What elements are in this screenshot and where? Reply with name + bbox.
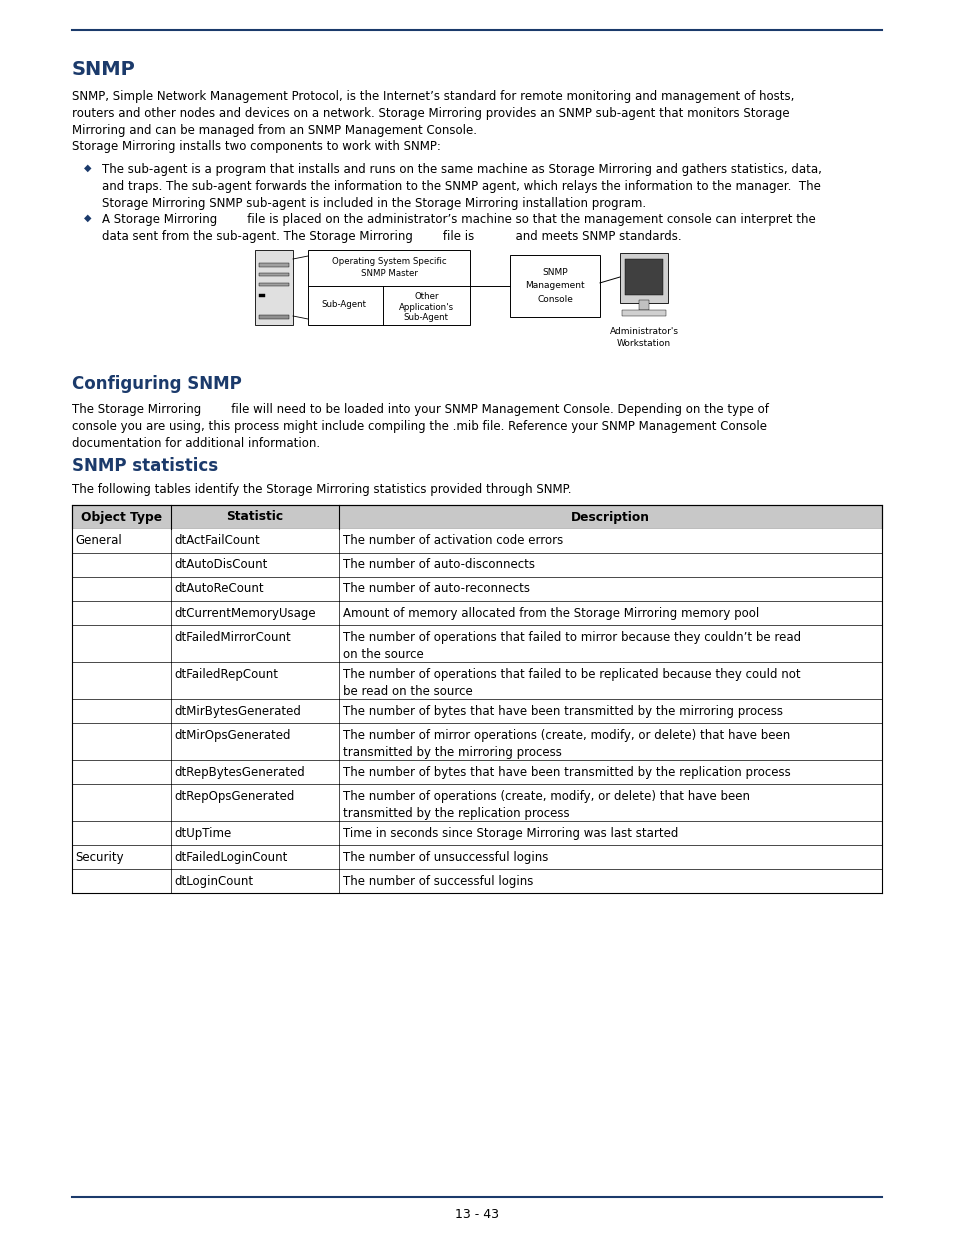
- Text: 13 - 43: 13 - 43: [455, 1209, 498, 1221]
- Bar: [71, 577, 882, 601]
- Text: Object Type: Object Type: [81, 510, 162, 524]
- Text: Configuring SNMP: Configuring SNMP: [71, 375, 241, 393]
- Text: The number of auto-disconnects: The number of auto-disconnects: [342, 558, 535, 572]
- Text: The number of mirror operations (create, modify, or delete) that have been
trans: The number of mirror operations (create,…: [342, 729, 789, 758]
- Text: The number of successful logins: The number of successful logins: [342, 874, 533, 888]
- Bar: [71, 784, 882, 821]
- Bar: [71, 869, 882, 893]
- Bar: [258, 294, 265, 296]
- Text: Storage Mirroring installs two components to work with SNMP:: Storage Mirroring installs two component…: [71, 140, 440, 153]
- Text: dtMirOpsGenerated: dtMirOpsGenerated: [174, 729, 291, 741]
- Bar: [71, 553, 882, 577]
- Text: dtRepBytesGenerated: dtRepBytesGenerated: [174, 766, 305, 778]
- Text: dtAutoReCount: dtAutoReCount: [174, 583, 264, 595]
- Text: SNMP: SNMP: [541, 268, 567, 277]
- Text: The number of bytes that have been transmitted by the replication process: The number of bytes that have been trans…: [342, 766, 790, 778]
- Bar: [254, 249, 293, 325]
- Text: Description: Description: [571, 510, 649, 524]
- Text: Application's: Application's: [398, 303, 454, 311]
- Bar: [510, 254, 599, 317]
- Text: The number of operations that failed to mirror because they couldn’t be read
on : The number of operations that failed to …: [342, 631, 801, 661]
- Bar: [71, 601, 882, 625]
- Text: A Storage Mirroring        file is placed on the administrator’s machine so that: A Storage Mirroring file is placed on th…: [102, 212, 815, 243]
- Text: Administrator's: Administrator's: [609, 327, 678, 336]
- Text: dtLoginCount: dtLoginCount: [174, 874, 253, 888]
- Text: Security: Security: [75, 851, 124, 863]
- Text: The number of bytes that have been transmitted by the mirroring process: The number of bytes that have been trans…: [342, 704, 782, 718]
- Text: SNMP statistics: SNMP statistics: [71, 457, 218, 475]
- Bar: [258, 263, 289, 267]
- Bar: [71, 699, 882, 722]
- Bar: [258, 315, 289, 319]
- Text: The following tables identify the Storage Mirroring statistics provided through : The following tables identify the Storag…: [71, 483, 571, 496]
- Bar: [71, 529, 882, 553]
- Bar: [258, 273, 289, 277]
- Text: Sub-Agent: Sub-Agent: [403, 312, 448, 322]
- Text: dtCurrentMemoryUsage: dtCurrentMemoryUsage: [174, 606, 315, 620]
- Bar: [71, 662, 882, 699]
- Text: dtFailedLoginCount: dtFailedLoginCount: [174, 851, 288, 863]
- Text: dtRepOpsGenerated: dtRepOpsGenerated: [174, 789, 294, 803]
- Text: Amount of memory allocated from the Storage Mirroring memory pool: Amount of memory allocated from the Stor…: [342, 606, 759, 620]
- Text: The number of unsuccessful logins: The number of unsuccessful logins: [342, 851, 548, 863]
- Bar: [619, 253, 667, 303]
- Text: Other: Other: [414, 291, 438, 301]
- Text: Sub-Agent: Sub-Agent: [321, 300, 366, 309]
- Text: Workstation: Workstation: [617, 338, 670, 348]
- Text: Time in seconds since Storage Mirroring was last started: Time in seconds since Storage Mirroring …: [342, 826, 678, 840]
- Text: The Storage Mirroring        file will need to be loaded into your SNMP Manageme: The Storage Mirroring file will need to …: [71, 403, 768, 450]
- Text: Statistic: Statistic: [226, 510, 283, 524]
- Bar: [71, 760, 882, 784]
- Text: Console: Console: [537, 295, 573, 304]
- Bar: [639, 300, 648, 310]
- Bar: [308, 249, 470, 325]
- Text: The number of auto-reconnects: The number of auto-reconnects: [342, 583, 529, 595]
- Text: The number of activation code errors: The number of activation code errors: [342, 535, 562, 547]
- Text: SNMP Master: SNMP Master: [360, 269, 417, 279]
- Text: ◆: ◆: [84, 163, 91, 173]
- Text: SNMP, Simple Network Management Protocol, is the Internet’s standard for remote : SNMP, Simple Network Management Protocol…: [71, 90, 794, 137]
- Text: Management: Management: [525, 282, 584, 290]
- Text: The sub-agent is a program that installs and runs on the same machine as Storage: The sub-agent is a program that installs…: [102, 163, 821, 210]
- Text: dtActFailCount: dtActFailCount: [174, 535, 260, 547]
- Text: dtFailedRepCount: dtFailedRepCount: [174, 667, 278, 680]
- Bar: [621, 310, 665, 316]
- Text: The number of operations that failed to be replicated because they could not
be : The number of operations that failed to …: [342, 667, 800, 698]
- Bar: [71, 845, 882, 869]
- Text: ◆: ◆: [84, 212, 91, 224]
- Bar: [71, 505, 882, 529]
- Bar: [258, 283, 289, 287]
- Bar: [71, 722, 882, 760]
- Text: Operating System Specific: Operating System Specific: [332, 258, 446, 267]
- Text: The number of operations (create, modify, or delete) that have been
transmitted : The number of operations (create, modify…: [342, 789, 749, 820]
- Text: dtMirBytesGenerated: dtMirBytesGenerated: [174, 704, 301, 718]
- Bar: [71, 821, 882, 845]
- Text: dtFailedMirrorCount: dtFailedMirrorCount: [174, 631, 291, 643]
- Text: dtUpTime: dtUpTime: [174, 826, 232, 840]
- Bar: [624, 259, 662, 295]
- Text: SNMP: SNMP: [71, 61, 135, 79]
- Text: dtAutoDisCount: dtAutoDisCount: [174, 558, 268, 572]
- Bar: [71, 625, 882, 662]
- Text: General: General: [75, 535, 122, 547]
